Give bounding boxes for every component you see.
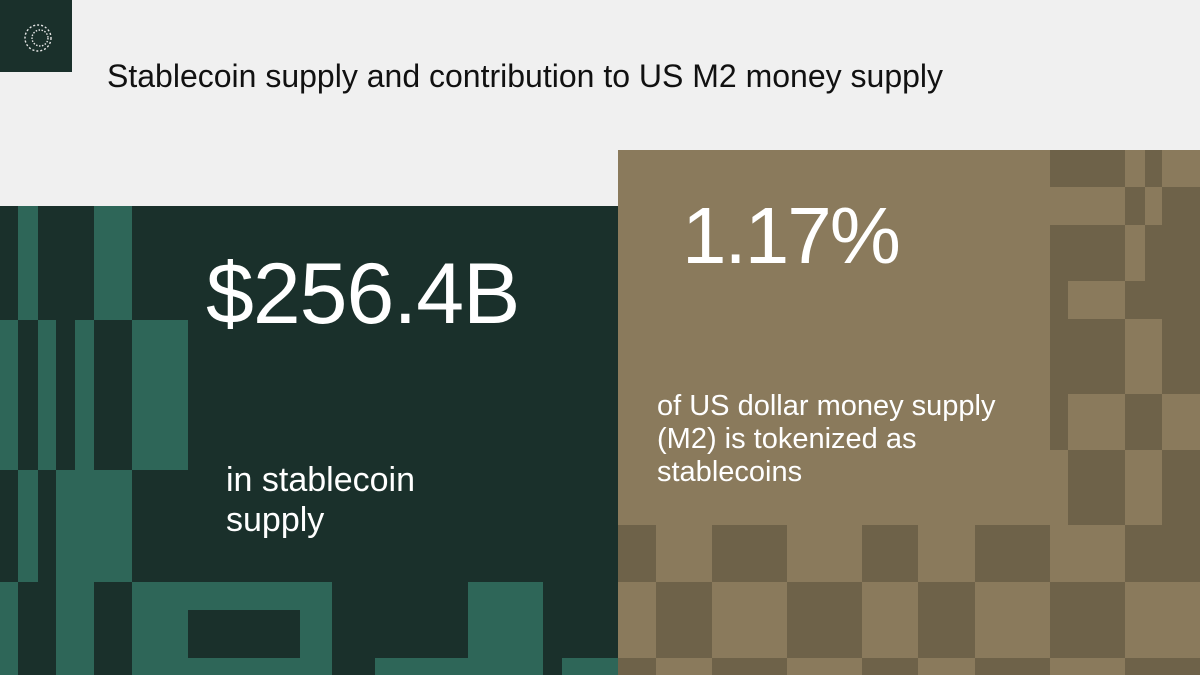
stat-value: $256.4B [206,246,520,342]
logo [24,24,52,52]
green-pattern [0,206,618,675]
stat-value: 1.17% [682,191,901,280]
brown-pattern [618,150,1200,675]
title: Stablecoin supply and contribution to US… [107,58,944,94]
stat-caption: in stablecoin supply [226,461,416,539]
logo-box [0,0,72,72]
stat-caption: of US dollar money supply (M2) is tokeni… [657,390,996,488]
